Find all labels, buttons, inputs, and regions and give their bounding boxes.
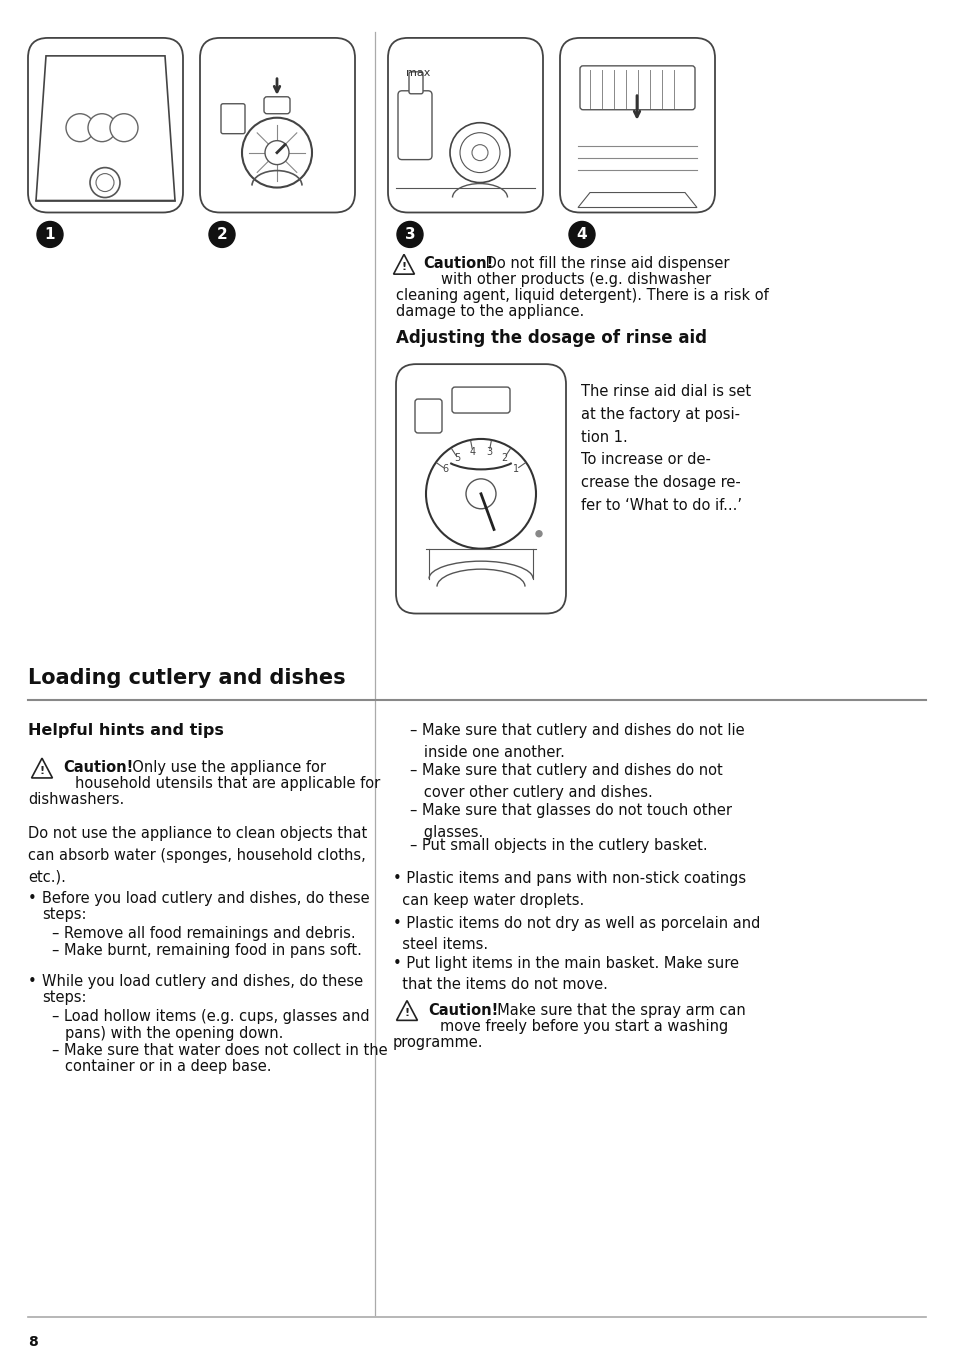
Text: – Remove all food remainings and debris.: – Remove all food remainings and debris. xyxy=(52,926,355,941)
Text: 2: 2 xyxy=(216,227,227,242)
FancyBboxPatch shape xyxy=(200,38,355,212)
Text: damage to the appliance.: damage to the appliance. xyxy=(395,304,583,319)
Text: Do not use the appliance to clean objects that
can absorb water (sponges, househ: Do not use the appliance to clean object… xyxy=(28,826,367,884)
Text: programme.: programme. xyxy=(393,1034,483,1049)
Text: Only use the appliance for: Only use the appliance for xyxy=(123,760,326,775)
Polygon shape xyxy=(31,758,52,777)
Text: Adjusting the dosage of rinse aid: Adjusting the dosage of rinse aid xyxy=(395,330,706,347)
Text: 3: 3 xyxy=(404,227,415,242)
Circle shape xyxy=(209,222,234,247)
Circle shape xyxy=(242,118,312,188)
Circle shape xyxy=(459,132,499,173)
FancyBboxPatch shape xyxy=(409,72,422,93)
FancyBboxPatch shape xyxy=(397,91,432,160)
Circle shape xyxy=(88,114,116,142)
Text: Loading cutlery and dishes: Loading cutlery and dishes xyxy=(28,668,345,688)
Text: – Make sure that glasses do not touch other
   glasses.: – Make sure that glasses do not touch ot… xyxy=(410,803,731,840)
Text: !: ! xyxy=(404,1009,409,1018)
Text: – Make sure that cutlery and dishes do not lie
   inside one another.: – Make sure that cutlery and dishes do n… xyxy=(410,723,744,760)
Text: 8: 8 xyxy=(28,1334,38,1349)
Text: 3: 3 xyxy=(486,446,492,457)
Text: Caution!: Caution! xyxy=(428,1003,497,1018)
Text: dishwashers.: dishwashers. xyxy=(28,792,124,807)
Circle shape xyxy=(536,531,541,537)
Text: Make sure that the spray arm can: Make sure that the spray arm can xyxy=(488,1003,745,1018)
Text: pans) with the opening down.: pans) with the opening down. xyxy=(65,1026,283,1041)
Text: !: ! xyxy=(39,765,45,776)
Text: Caution!: Caution! xyxy=(63,760,133,775)
Text: household utensils that are applicable for: household utensils that are applicable f… xyxy=(75,776,380,791)
Text: 6: 6 xyxy=(442,464,448,475)
Polygon shape xyxy=(396,1000,417,1021)
FancyBboxPatch shape xyxy=(264,97,290,114)
Text: – Make sure that cutlery and dishes do not
   cover other cutlery and dishes.: – Make sure that cutlery and dishes do n… xyxy=(410,763,722,800)
Text: • Put light items in the main basket. Make sure
  that the items do not move.: • Put light items in the main basket. Ma… xyxy=(393,956,739,992)
Text: While you load cutlery and dishes, do these: While you load cutlery and dishes, do th… xyxy=(42,973,363,988)
Polygon shape xyxy=(394,254,414,274)
Polygon shape xyxy=(36,55,174,200)
FancyBboxPatch shape xyxy=(221,104,245,134)
Text: cleaning agent, liquid detergent). There is a risk of: cleaning agent, liquid detergent). There… xyxy=(395,288,768,303)
Circle shape xyxy=(110,114,138,142)
Text: – Make burnt, remaining food in pans soft.: – Make burnt, remaining food in pans sof… xyxy=(52,942,361,957)
FancyBboxPatch shape xyxy=(559,38,714,212)
FancyBboxPatch shape xyxy=(395,364,565,614)
Text: 1: 1 xyxy=(513,464,518,475)
Circle shape xyxy=(265,141,289,165)
Text: – Load hollow items (e.g. cups, glasses and: – Load hollow items (e.g. cups, glasses … xyxy=(52,1009,369,1023)
FancyBboxPatch shape xyxy=(28,38,183,212)
Circle shape xyxy=(568,222,595,247)
Text: container or in a deep base.: container or in a deep base. xyxy=(65,1060,272,1075)
Circle shape xyxy=(472,145,488,161)
Circle shape xyxy=(37,222,63,247)
Circle shape xyxy=(465,479,496,508)
Text: Do not fill the rinse aid dispenser: Do not fill the rinse aid dispenser xyxy=(480,257,729,272)
Text: • Plastic items do not dry as well as porcelain and
  steel items.: • Plastic items do not dry as well as po… xyxy=(393,915,760,952)
Text: steps:: steps: xyxy=(42,990,87,1005)
Circle shape xyxy=(450,123,510,183)
Text: • Plastic items and pans with non-stick coatings
  can keep water droplets.: • Plastic items and pans with non-stick … xyxy=(393,871,745,907)
Text: •: • xyxy=(28,973,37,988)
Text: – Make sure that water does not collect in the: – Make sure that water does not collect … xyxy=(52,1042,387,1057)
Text: Caution!: Caution! xyxy=(422,257,493,272)
Text: steps:: steps: xyxy=(42,907,87,922)
Circle shape xyxy=(90,168,120,197)
Text: 5: 5 xyxy=(454,453,460,462)
FancyBboxPatch shape xyxy=(388,38,542,212)
FancyBboxPatch shape xyxy=(452,387,510,412)
Polygon shape xyxy=(578,192,697,207)
Text: The rinse aid dial is set
at the factory at posi-
tion 1.
To increase or de-
cre: The rinse aid dial is set at the factory… xyxy=(580,384,750,512)
Text: •: • xyxy=(28,891,37,906)
FancyBboxPatch shape xyxy=(415,399,441,433)
Text: Before you load cutlery and dishes, do these: Before you load cutlery and dishes, do t… xyxy=(42,891,369,906)
Text: 4: 4 xyxy=(576,227,587,242)
Text: with other products (e.g. dishwasher: with other products (e.g. dishwasher xyxy=(440,272,710,288)
Text: – Put small objects in the cutlery basket.: – Put small objects in the cutlery baske… xyxy=(410,838,707,853)
Text: 1: 1 xyxy=(45,227,55,242)
Circle shape xyxy=(96,173,113,192)
Text: Helpful hints and tips: Helpful hints and tips xyxy=(28,723,224,738)
Circle shape xyxy=(396,222,422,247)
Text: !: ! xyxy=(401,262,406,272)
Circle shape xyxy=(66,114,94,142)
Text: 4: 4 xyxy=(469,446,476,457)
Text: max: max xyxy=(406,68,430,78)
Text: 2: 2 xyxy=(500,453,507,462)
FancyBboxPatch shape xyxy=(579,66,695,110)
Circle shape xyxy=(426,439,536,549)
Text: move freely before you start a washing: move freely before you start a washing xyxy=(439,1018,727,1033)
